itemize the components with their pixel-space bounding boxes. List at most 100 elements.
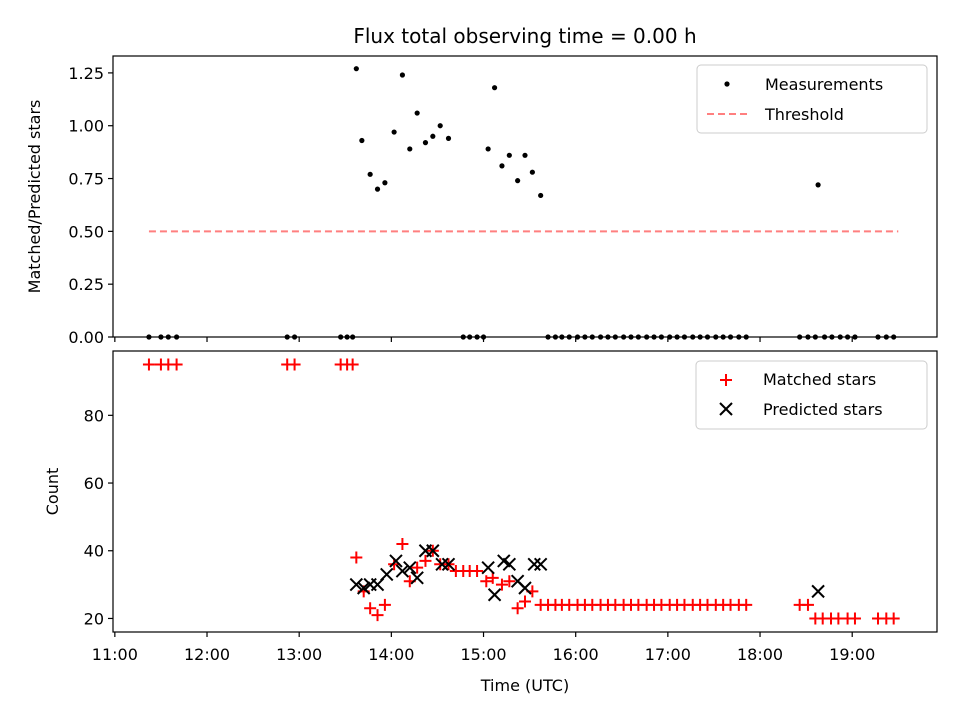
bottom-x-tick-label: 11:00 — [92, 645, 138, 664]
predicted-stars-point — [395, 564, 410, 578]
legend-predicted-label: Predicted stars — [763, 400, 883, 419]
measurements-point — [399, 72, 406, 78]
top-y-tick-label: 1.00 — [68, 117, 104, 136]
bottom-x-tick-label: 13:00 — [276, 645, 322, 664]
predicted-stars-point — [502, 557, 517, 571]
bottom-x-tick-label: 14:00 — [368, 645, 414, 664]
matched-stars-point — [170, 358, 183, 371]
bottom-x-tick-label: 18:00 — [737, 645, 783, 664]
predicted-stars-point — [389, 554, 403, 568]
predicted-stars-point — [811, 584, 825, 599]
bottom-x-axis: 11:00 12:00 13:00 14:00 15:00 16:00 17:00 18:00… — [92, 632, 875, 664]
measurements-point — [367, 171, 373, 177]
matched-stars-point — [519, 595, 531, 608]
predicted-stars-point — [403, 560, 417, 575]
measurements-point — [538, 192, 544, 199]
measurements-point — [491, 85, 498, 91]
legend-measurements-marker — [724, 81, 730, 87]
top-y-axis-label: Matched/Predicted stars — [25, 100, 44, 294]
bottom-plot-area — [142, 358, 900, 625]
top-y-tick-label: 0.00 — [68, 328, 104, 347]
top-legend: Measurements Threshold — [696, 64, 928, 134]
measurements-point — [499, 163, 505, 169]
measurements-point — [485, 146, 491, 152]
matched-stars-point — [142, 358, 155, 371]
bottom-y-tick-label: 60 — [84, 474, 104, 493]
predicted-stars-point — [441, 557, 456, 571]
top-y-tick-label: 1.25 — [68, 64, 104, 83]
matched-stars-point — [480, 575, 493, 588]
top-y-tick-label: 0.25 — [68, 275, 104, 294]
top-axes-frame — [112, 55, 938, 338]
measurements-point — [515, 178, 521, 184]
predicted-stars-point — [380, 567, 394, 582]
legend-measurements-label: Measurements — [765, 75, 883, 94]
top-legend-box — [696, 64, 928, 134]
matched-stars-point — [419, 554, 432, 567]
matched-stars-point — [411, 561, 424, 574]
top-y-tick-label: 0.50 — [68, 222, 104, 241]
measurements-point — [391, 129, 397, 135]
top-y-tick-label: 0.75 — [68, 170, 104, 189]
measurements-point — [506, 152, 512, 158]
bottom-y-axis: 20 40 60 80 — [84, 406, 113, 628]
measurements-point — [359, 137, 365, 144]
bottom-y-tick-label: 80 — [84, 406, 104, 425]
measurements-point — [407, 146, 413, 152]
bottom-x-axis-label: Time (UTC) — [480, 676, 569, 695]
matched-stars-point — [740, 598, 753, 611]
measurements-point — [430, 133, 436, 139]
measurements-point — [445, 135, 452, 141]
predicted-stars-point — [356, 581, 371, 595]
predicted-stars-point — [410, 571, 424, 585]
matched-stars-point — [801, 598, 814, 611]
bottom-x-tick-label: 12:00 — [184, 645, 230, 664]
top-panel: Flux total observing time = 0.00 h 0.000… — [25, 24, 938, 347]
matched-stars-point — [848, 612, 861, 625]
predicted-stars-point — [533, 557, 548, 571]
predicted-stars-point — [481, 560, 495, 575]
matched-stars-point — [371, 609, 384, 622]
bottom-y-tick-label: 20 — [84, 609, 104, 628]
bottom-x-tick-label: 19:00 — [829, 645, 875, 664]
chart-title: Flux total observing time = 0.00 h — [353, 24, 696, 48]
bottom-legend: Matched stars Predicted stars — [695, 360, 928, 430]
top-y-axis: 0.00 0.25 0.50 0.75 1.00 1.25 — [68, 64, 113, 347]
bottom-axes-frame — [112, 350, 938, 633]
matched-stars-point — [288, 358, 301, 371]
bottom-x-tick-label: 17:00 — [645, 645, 691, 664]
predicted-stars-point — [487, 588, 502, 602]
predicted-stars-point — [435, 557, 449, 571]
matched-stars-point — [503, 575, 516, 588]
legend-predicted-marker — [719, 402, 733, 416]
predicted-stars-point — [426, 544, 440, 558]
measurements-point — [414, 110, 420, 116]
bottom-y-tick-label: 40 — [84, 542, 104, 561]
matched-stars-point — [887, 612, 900, 625]
matched-stars-point — [364, 602, 377, 615]
legend-matched-label: Matched stars — [763, 370, 876, 389]
matched-stars-point — [511, 602, 524, 615]
matched-stars-point — [346, 358, 359, 371]
matched-stars-point — [486, 571, 499, 584]
predicted-stars-point — [527, 557, 541, 571]
predicted-stars-point — [518, 581, 532, 595]
bottom-y-axis-label: Count — [43, 468, 62, 516]
legend-threshold-label: Threshold — [764, 105, 844, 124]
measurements-point — [353, 66, 359, 72]
matched-stars-point — [471, 565, 484, 578]
matched-stars-point — [378, 598, 391, 611]
legend-matched-marker — [720, 374, 732, 386]
measurements-point — [437, 123, 443, 129]
measurements-point — [422, 140, 429, 146]
bottom-legend-box — [695, 360, 928, 430]
matched-stars-point — [495, 578, 508, 591]
matched-stars-point — [396, 537, 409, 550]
measurements-point — [529, 169, 535, 175]
measurements-point — [374, 186, 381, 192]
bottom-x-tick-label: 15:00 — [460, 645, 506, 664]
matched-stars-point — [350, 551, 363, 564]
measurements-point — [382, 180, 388, 186]
